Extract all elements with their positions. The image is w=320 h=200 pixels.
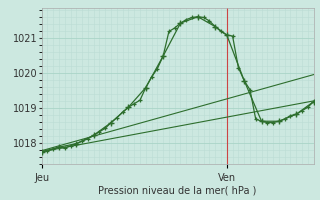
X-axis label: Pression niveau de la mer( hPa ): Pression niveau de la mer( hPa ) <box>99 186 257 196</box>
